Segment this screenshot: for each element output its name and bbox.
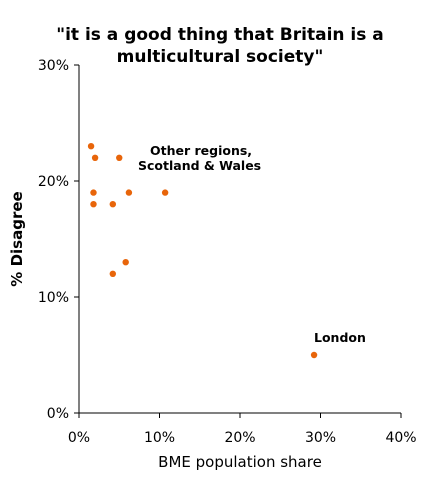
annotation-london: London [314,330,366,345]
data-point [116,154,123,161]
x-tick-label: 20% [224,430,255,446]
data-points [87,143,318,359]
x-tick-label: 40% [385,430,416,446]
data-point [122,259,129,266]
data-point [90,201,97,208]
y-tick-label: 20% [38,174,69,190]
chart-title-line-2: multicultural society" [116,47,324,67]
y-tick-label: 30% [38,58,69,74]
x-tick-label: 0% [68,430,90,446]
y-tick-label: 0% [47,406,69,422]
chart-title: "it is a good thing that Britain is a mu… [40,24,400,68]
annotation-other-regions-line-2: Scotland & Wales [138,158,261,173]
x-axis-title: BME population share [158,453,322,471]
data-point [109,201,117,208]
data-point [161,189,169,196]
data-point [91,154,99,161]
tick-labels: 0% 10% 20% 30% 0% 10% 20% 30% 40% [38,58,417,446]
x-tick-label: 10% [144,430,175,446]
y-tick-label: 10% [38,290,69,306]
annotation-other-regions-line-1: Other regions, [150,143,252,158]
x-tick-label: 30% [305,430,336,446]
chart-title-line-1: "it is a good thing that Britain is a [56,25,384,45]
data-point [125,189,133,196]
data-point [90,189,97,196]
data-point [310,351,318,359]
data-point [109,270,117,277]
axes [74,64,402,418]
data-point [87,143,95,150]
y-axis-title: % Disagree [8,191,26,286]
